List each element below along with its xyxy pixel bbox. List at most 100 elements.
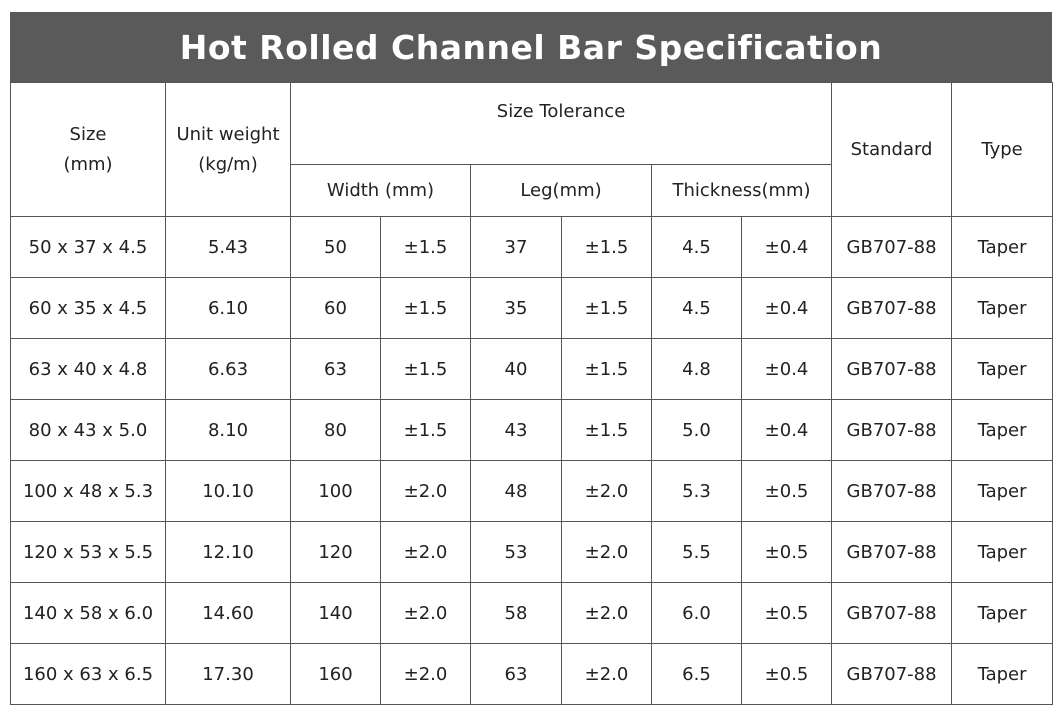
table-cell: ±1.5 [380, 338, 471, 400]
header-cell: Unit weight (kg/m) [165, 82, 291, 217]
table-cell: 160 [290, 643, 381, 705]
table-cell: ±2.0 [380, 521, 471, 583]
table-cell: 4.5 [651, 216, 742, 278]
header-cell: Thickness(mm) [650, 164, 833, 217]
table-cell: 17.30 [165, 643, 291, 705]
table-cell: GB707-88 [831, 521, 953, 583]
header-text: Size Tolerance [496, 101, 626, 122]
table-row: 60 x 35 x 4.5 6.10 60 ±1.5 35 ±1.5 4.5 ±0.4 GB70… [10, 277, 1054, 339]
header-cell: Leg(mm) [470, 164, 652, 217]
table-cell: 6.5 [651, 643, 742, 705]
table-row: 120 x 53 x 5.5 12.10 120 ±2.0 53 ±2.0 5.5 ±0.5 G… [10, 521, 1054, 583]
table-cell: GB707-88 [831, 582, 953, 644]
table-cell: 5.5 [651, 521, 742, 583]
header-cell: Size Tolerance [289, 82, 833, 165]
header-text: Standard [850, 139, 933, 160]
table-row: 100 x 48 x 5.3 10.10 100 ±2.0 48 ±2.0 5.3 ±0.5 G… [10, 460, 1054, 522]
table-cell: 63 [290, 338, 381, 400]
table-cell: 160 x 63 x 6.5 [10, 643, 166, 705]
table-cell: Taper [951, 399, 1054, 461]
header-cell: Size (mm) [10, 82, 166, 217]
title: Hot Rolled Channel Bar Specification [179, 27, 883, 67]
header-cell: Standard [831, 82, 953, 217]
table-body: 50 x 37 x 4.5 5.43 50 ±1.5 37 ±1.5 4.5 ±0.4 GB70… [10, 216, 1054, 705]
table-cell: 140 [290, 582, 381, 644]
table-cell: ±1.5 [380, 216, 471, 278]
header-text: Width (mm) [326, 180, 435, 201]
table-cell: Taper [951, 216, 1054, 278]
table-cell: GB707-88 [831, 338, 953, 400]
header-cell: Width (mm) [290, 164, 471, 217]
header-text: Unit weight [176, 123, 280, 145]
title-bar: Hot Rolled Channel Bar Specification [10, 12, 1052, 82]
table-cell: 5.43 [165, 216, 291, 278]
table-cell: Taper [951, 460, 1054, 522]
table-cell: ±0.4 [740, 277, 833, 339]
table-cell: 5.0 [651, 399, 742, 461]
table-cell: ±2.0 [380, 582, 471, 644]
table-cell: 50 x 37 x 4.5 [10, 216, 166, 278]
table-cell: 6.63 [165, 338, 291, 400]
table-cell: GB707-88 [831, 460, 953, 522]
table-cell: 63 [470, 643, 562, 705]
table-cell: 80 [290, 399, 381, 461]
header-text: Leg(mm) [520, 180, 602, 201]
table-row: 160 x 63 x 6.5 17.30 160 ±2.0 63 ±2.0 6.5 ±0.5 G… [10, 643, 1054, 705]
table-cell: Taper [951, 582, 1054, 644]
table-cell: 37 [470, 216, 562, 278]
table-cell: ±0.4 [740, 399, 833, 461]
table-cell: ±1.5 [561, 338, 652, 400]
header-text: Size [69, 123, 107, 145]
table-cell: 60 [290, 277, 381, 339]
table-cell: ±0.5 [740, 521, 833, 583]
header-text: (kg/m) [198, 153, 258, 175]
header-text: Type [981, 139, 1023, 160]
table-cell: 43 [470, 399, 562, 461]
table-cell: 6.10 [165, 277, 291, 339]
spec-sheet: Hot Rolled Channel Bar Specification Siz… [10, 12, 1054, 705]
table-cell: ±1.5 [561, 216, 652, 278]
table-cell: ±1.5 [561, 277, 652, 339]
table-cell: 80 x 43 x 5.0 [10, 399, 166, 461]
table-cell: 100 x 48 x 5.3 [10, 460, 166, 522]
table-cell: ±0.4 [740, 338, 833, 400]
table-cell: 63 x 40 x 4.8 [10, 338, 166, 400]
table-cell: ±2.0 [561, 521, 652, 583]
table-cell: 40 [470, 338, 562, 400]
header-text: (mm) [63, 153, 113, 175]
table-cell: ±2.0 [380, 643, 471, 705]
table-cell: 120 x 53 x 5.5 [10, 521, 166, 583]
table-cell: Taper [951, 338, 1054, 400]
table-cell: GB707-88 [831, 643, 953, 705]
header-text: Thickness(mm) [672, 180, 811, 201]
table-cell: 5.3 [651, 460, 742, 522]
table-cell: Taper [951, 521, 1054, 583]
table-cell: ±2.0 [561, 643, 652, 705]
table-cell: ±0.5 [740, 460, 833, 522]
table-cell: 4.5 [651, 277, 742, 339]
table-row: 80 x 43 x 5.0 8.10 80 ±1.5 43 ±1.5 5.0 ±0.4 GB70… [10, 399, 1054, 461]
table-cell: 60 x 35 x 4.5 [10, 277, 166, 339]
table-row: 63 x 40 x 4.8 6.63 63 ±1.5 40 ±1.5 4.8 ±0.4 GB70… [10, 338, 1054, 400]
table-row: 140 x 58 x 6.0 14.60 140 ±2.0 58 ±2.0 6.0 ±0.5 G… [10, 582, 1054, 644]
table-cell: 120 [290, 521, 381, 583]
table-cell: 4.8 [651, 338, 742, 400]
table-cell: 35 [470, 277, 562, 339]
table-cell: GB707-88 [831, 277, 953, 339]
table-cell: Taper [951, 277, 1054, 339]
table-cell: 53 [470, 521, 562, 583]
table-cell: 50 [290, 216, 381, 278]
header-cell: Type [951, 82, 1054, 217]
table-cell: ±1.5 [561, 399, 652, 461]
spec-table: Size (mm) Unit weight (kg/m) Size Toleranc… [10, 82, 1054, 705]
table-cell: ±1.5 [380, 277, 471, 339]
table-cell: 8.10 [165, 399, 291, 461]
table-cell: Taper [951, 643, 1054, 705]
table-cell: 100 [290, 460, 381, 522]
table-row: 50 x 37 x 4.5 5.43 50 ±1.5 37 ±1.5 4.5 ±0.4 GB70… [10, 216, 1054, 278]
table-cell: ±1.5 [380, 399, 471, 461]
table-cell: GB707-88 [831, 216, 953, 278]
table-cell: ±0.5 [740, 582, 833, 644]
table-cell: ±0.5 [740, 643, 833, 705]
